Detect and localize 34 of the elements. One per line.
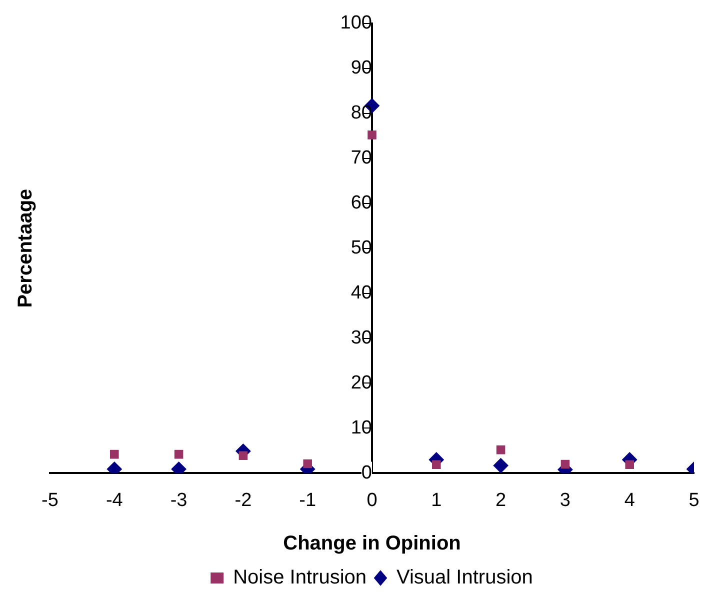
y-tick-label: 20 [350,372,372,394]
legend-label: Visual Intrusion [396,566,533,589]
point [303,459,312,468]
y-tick-label: 10 [350,417,372,438]
y-axis-title: Percentaage [14,188,37,308]
point [368,130,376,140]
point [560,460,570,469]
point [238,451,248,460]
x-tick-label: -4 [106,490,124,511]
x-tick-label: 3 [560,490,570,511]
point [625,460,634,470]
y-tick-label: 50 [350,238,372,259]
y-tick-label: 70 [350,148,372,169]
point [496,445,506,454]
y-tick-label: 40 [350,282,372,304]
y-tick-label: 100 [340,12,372,34]
point [174,450,184,459]
y-tick-label: 30 [350,327,372,348]
point [493,458,508,474]
x-tick-label: 1 [431,490,442,511]
point [432,460,441,470]
x-tick-label: 2 [496,490,506,511]
y-tick-label: 0 [361,462,372,484]
y-tick-label: 90 [350,58,372,79]
y-tick-label: 60 [350,192,372,214]
x-tick-label: -5 [42,490,58,511]
x-tick-label: 4 [624,490,636,511]
x-tick-label: 5 [688,490,700,511]
x-axis-title: Change in Opinion [283,532,461,555]
point [110,450,119,459]
x-tick-label: -3 [170,490,188,511]
x-tick-label: -1 [299,490,316,511]
x-tick-label: -2 [234,490,252,511]
legend-label: Noise Intrusion [233,566,367,589]
